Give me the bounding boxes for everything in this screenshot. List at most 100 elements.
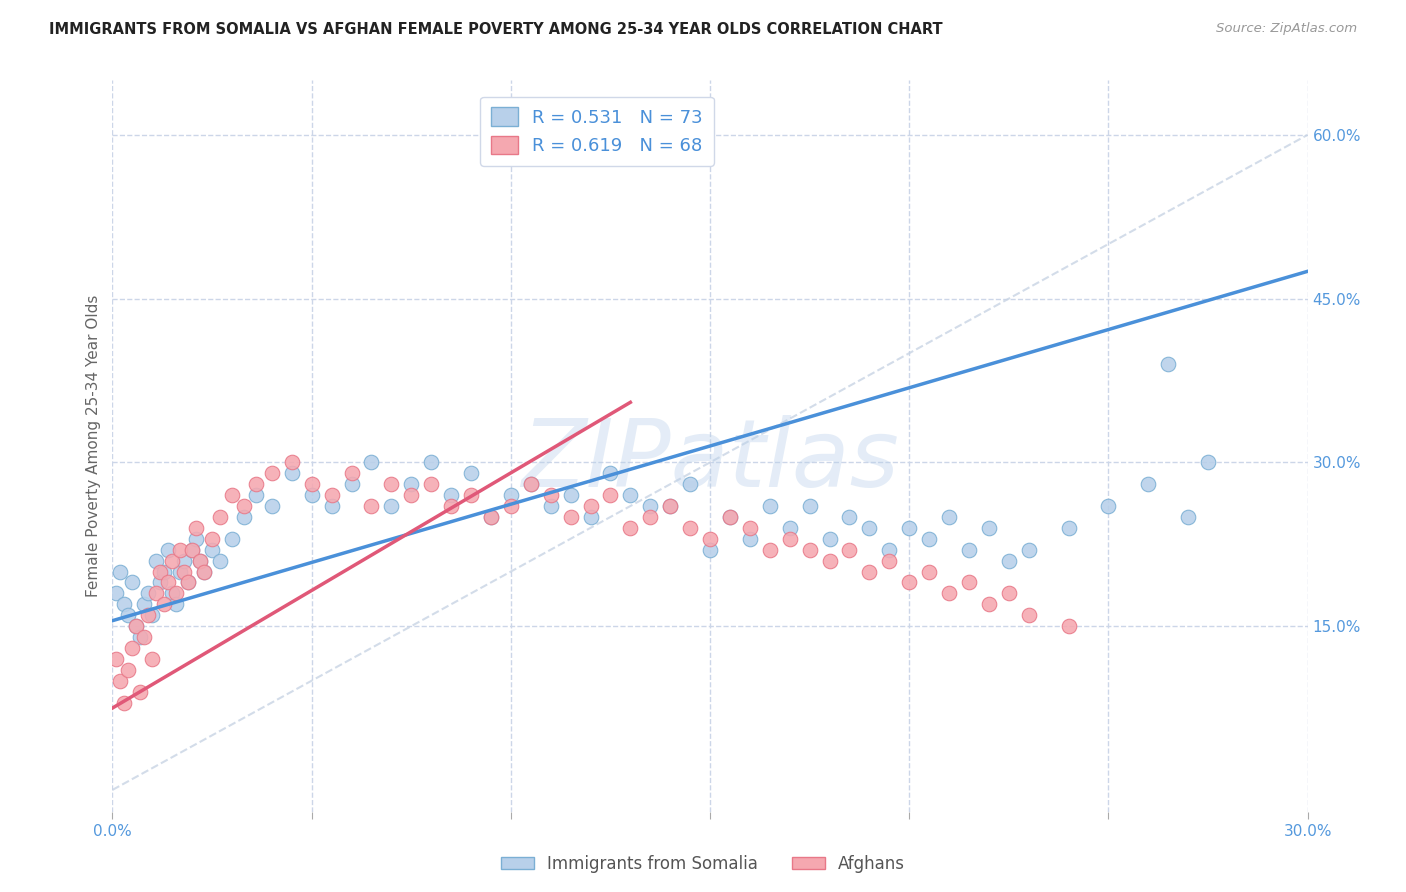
Point — [599, 467, 621, 481]
Point — [380, 499, 402, 513]
Point — [479, 510, 502, 524]
Point — [201, 542, 224, 557]
Point — [460, 488, 482, 502]
Point — [998, 554, 1021, 568]
Point — [998, 586, 1021, 600]
Point — [157, 575, 180, 590]
Point — [173, 565, 195, 579]
Point — [1177, 510, 1199, 524]
Point — [619, 521, 641, 535]
Point — [1057, 521, 1080, 535]
Point — [977, 597, 1000, 611]
Point — [209, 554, 232, 568]
Point — [141, 608, 163, 623]
Point — [125, 619, 148, 633]
Point — [898, 575, 921, 590]
Point — [138, 608, 160, 623]
Point — [918, 532, 941, 546]
Point — [209, 510, 232, 524]
Point — [221, 532, 243, 546]
Point — [145, 586, 167, 600]
Point — [440, 499, 463, 513]
Point — [579, 510, 602, 524]
Point — [380, 477, 402, 491]
Point — [321, 488, 343, 502]
Point — [640, 499, 662, 513]
Point — [818, 532, 841, 546]
Point — [157, 542, 180, 557]
Point — [520, 477, 543, 491]
Point — [718, 510, 741, 524]
Point — [134, 630, 156, 644]
Point — [718, 510, 741, 524]
Point — [759, 542, 782, 557]
Point — [186, 532, 208, 546]
Point — [177, 575, 200, 590]
Point — [779, 521, 801, 535]
Point — [579, 499, 602, 513]
Point — [245, 488, 267, 502]
Point — [188, 554, 211, 568]
Point — [181, 542, 204, 557]
Point — [540, 488, 562, 502]
Point — [499, 488, 522, 502]
Point — [281, 455, 304, 469]
Text: ZIPatlas: ZIPatlas — [522, 415, 898, 506]
Point — [560, 510, 582, 524]
Point — [858, 565, 880, 579]
Point — [938, 586, 960, 600]
Point — [679, 521, 702, 535]
Point — [177, 575, 200, 590]
Point — [818, 554, 841, 568]
Point — [186, 521, 208, 535]
Point — [420, 477, 443, 491]
Point — [1157, 357, 1180, 371]
Point — [1197, 455, 1219, 469]
Point — [260, 467, 283, 481]
Point — [221, 488, 243, 502]
Point — [121, 640, 143, 655]
Legend: R = 0.531   N = 73, R = 0.619   N = 68: R = 0.531 N = 73, R = 0.619 N = 68 — [479, 96, 714, 166]
Point — [499, 499, 522, 513]
Y-axis label: Female Poverty Among 25-34 Year Olds: Female Poverty Among 25-34 Year Olds — [86, 295, 101, 597]
Point — [659, 499, 682, 513]
Point — [699, 542, 721, 557]
Point — [540, 499, 562, 513]
Point — [898, 521, 921, 535]
Point — [193, 565, 215, 579]
Point — [245, 477, 267, 491]
Point — [125, 619, 148, 633]
Point — [181, 542, 204, 557]
Point — [858, 521, 880, 535]
Point — [114, 696, 135, 710]
Point — [145, 554, 167, 568]
Point — [420, 455, 443, 469]
Point — [110, 673, 132, 688]
Point — [162, 586, 183, 600]
Point — [1137, 477, 1160, 491]
Point — [153, 565, 176, 579]
Point — [360, 499, 382, 513]
Point — [440, 488, 463, 502]
Point — [149, 565, 172, 579]
Point — [957, 542, 980, 557]
Point — [117, 663, 139, 677]
Point — [260, 499, 283, 513]
Point — [1018, 542, 1040, 557]
Point — [114, 597, 135, 611]
Point — [301, 477, 323, 491]
Point — [129, 684, 152, 698]
Point — [401, 488, 423, 502]
Point — [679, 477, 702, 491]
Point — [105, 586, 128, 600]
Point — [659, 499, 682, 513]
Point — [759, 499, 782, 513]
Point — [173, 554, 195, 568]
Text: IMMIGRANTS FROM SOMALIA VS AFGHAN FEMALE POVERTY AMONG 25-34 YEAR OLDS CORRELATI: IMMIGRANTS FROM SOMALIA VS AFGHAN FEMALE… — [49, 22, 943, 37]
Point — [838, 510, 860, 524]
Point — [301, 488, 323, 502]
Point — [918, 565, 941, 579]
Point — [193, 565, 215, 579]
Point — [162, 554, 183, 568]
Point — [799, 499, 821, 513]
